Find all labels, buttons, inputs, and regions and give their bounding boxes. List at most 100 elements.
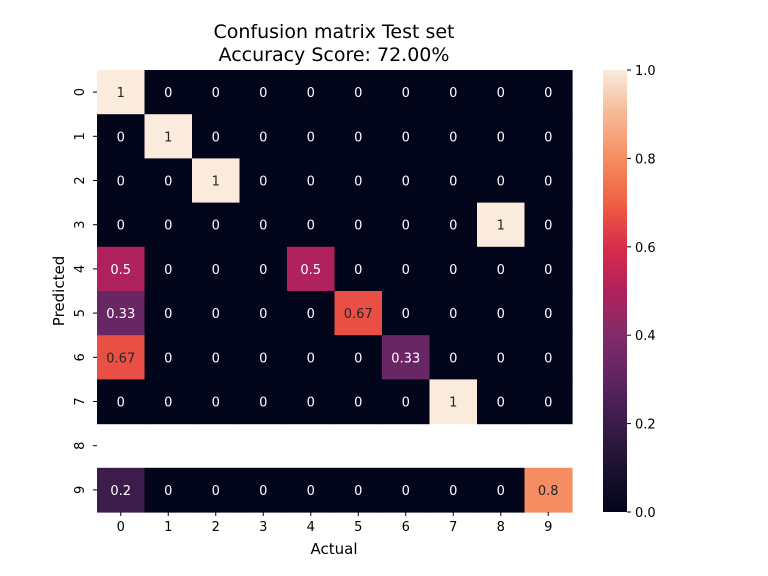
heatmap-cell xyxy=(334,291,383,336)
cell-value-label: 0 xyxy=(544,130,552,145)
cell-value-label: 0 xyxy=(449,307,457,322)
cell-value-label: 0 xyxy=(354,484,362,499)
heatmap-cell xyxy=(524,70,573,115)
cell-value-label: 0 xyxy=(259,263,267,278)
cell-value-label: 0 xyxy=(544,351,552,366)
heatmap-cell xyxy=(144,70,193,115)
cell-value-label: 0 xyxy=(497,351,505,366)
cell-value-label: 0.67 xyxy=(106,351,135,366)
cell-value-label: 0 xyxy=(354,175,362,190)
heatmap-cell xyxy=(239,467,288,513)
y-tick-label: 5 xyxy=(73,309,88,317)
heatmap-cell xyxy=(287,335,336,380)
heatmap-cell xyxy=(287,246,336,292)
cell-value-label: 0 xyxy=(212,484,220,499)
x-tick-label: 8 xyxy=(497,520,505,535)
heatmap-cell xyxy=(477,467,526,513)
heatmap-cell xyxy=(334,379,383,425)
x-tick-label: 7 xyxy=(449,520,457,535)
x-tick-label: 9 xyxy=(544,520,552,535)
y-tick-label: 2 xyxy=(73,176,88,184)
heatmap-cell xyxy=(239,158,288,204)
y-tick-label: 3 xyxy=(73,221,88,229)
cell-value-label: 0 xyxy=(449,219,457,234)
heatmap-cell xyxy=(144,291,193,336)
cell-value-label: 0 xyxy=(354,130,362,145)
heatmap-cell xyxy=(144,379,193,425)
heatmap-cell xyxy=(382,114,431,159)
cell-value-label: 0 xyxy=(164,219,172,234)
heatmap-cell xyxy=(382,467,431,513)
heatmap-cell xyxy=(239,246,288,292)
cell-value-label: 1 xyxy=(117,86,125,101)
heatmap-cell xyxy=(524,379,573,425)
cell-value-label: 0 xyxy=(307,175,315,190)
cell-value-label: 0 xyxy=(497,396,505,411)
heatmap-cell xyxy=(334,335,383,380)
heatmap-cell xyxy=(334,70,383,115)
cell-value-label: 0.8 xyxy=(538,484,559,499)
x-tick-label: 6 xyxy=(402,520,410,535)
heatmap-cell xyxy=(287,158,336,204)
cell-value-label: 0 xyxy=(449,263,457,278)
cell-value-label: 0 xyxy=(449,86,457,101)
cell-value-label: 0.33 xyxy=(391,351,420,366)
heatmap-cell xyxy=(239,70,288,115)
cell-value-label: 0 xyxy=(117,175,125,190)
x-tick-label: 3 xyxy=(259,520,267,535)
chart-title-line-1: Confusion matrix Test set xyxy=(213,21,454,43)
heatmap-cell xyxy=(239,114,288,159)
cell-value-label: 0 xyxy=(497,484,505,499)
heatmap-cell xyxy=(144,114,193,159)
cell-value-label: 0 xyxy=(164,86,172,101)
heatmap-cell xyxy=(382,246,431,292)
heatmap-cell xyxy=(192,70,241,115)
cell-value-label: 0 xyxy=(117,130,125,145)
cell-value-label: 0 xyxy=(544,219,552,234)
cell-value-label: 0 xyxy=(449,484,457,499)
cell-value-label: 1 xyxy=(212,175,220,190)
heatmap-cell xyxy=(429,291,478,336)
y-tick-label: 7 xyxy=(73,397,88,405)
cell-value-label: 0 xyxy=(212,351,220,366)
heatmap-cell xyxy=(287,291,336,336)
heatmap-cell xyxy=(144,467,193,513)
cell-value-label: 0 xyxy=(402,130,410,145)
heatmap-cell xyxy=(334,158,383,204)
y-tick-label: 9 xyxy=(73,486,88,494)
heatmap-cell xyxy=(239,379,288,425)
colorbar-tick-label: 0.4 xyxy=(635,329,656,344)
heatmap-cell xyxy=(382,70,431,115)
heatmap-cell xyxy=(287,202,336,248)
chart-title-line-2: Accuracy Score: 72.00% xyxy=(219,44,450,66)
cell-value-label: 1 xyxy=(497,219,505,234)
cell-value-label: 0 xyxy=(354,86,362,101)
cell-value-label: 0 xyxy=(164,351,172,366)
cell-value-label: 0 xyxy=(259,86,267,101)
heatmap-cell xyxy=(144,202,193,248)
cell-value-label: 0 xyxy=(259,307,267,322)
heatmap-cell xyxy=(334,467,383,513)
y-tick-label: 4 xyxy=(73,265,88,273)
heatmap-cell xyxy=(287,467,336,513)
cell-value-label: 0 xyxy=(497,263,505,278)
heatmap-cell xyxy=(524,335,573,380)
heatmap-cell xyxy=(334,246,383,292)
colorbar-tick-label: 0.6 xyxy=(635,241,656,256)
heatmap-cell xyxy=(192,335,241,380)
y-tick-label: 0 xyxy=(73,88,88,96)
heatmap-cell xyxy=(382,202,431,248)
colorbar xyxy=(603,70,627,512)
cell-value-label: 0 xyxy=(402,219,410,234)
x-axis-ticks: 0 1 2 3 4 5 6 7 8 9 xyxy=(117,512,552,535)
heatmap-cell xyxy=(239,202,288,248)
colorbar-tick-label: 0.2 xyxy=(635,418,656,433)
cell-value-label: 0 xyxy=(402,396,410,411)
cell-value-label: 0 xyxy=(259,396,267,411)
heatmap-cell xyxy=(97,246,146,292)
heatmap-cells: 1 0 0 0 0 0 0 0 0 0 0 1 0 0 0 0 0 0 0 0 0 0 1 0 0 0 0 0 0 0 0 0 0 0 0 0 0 0 1 0… xyxy=(97,70,573,513)
cell-value-label: 0 xyxy=(402,263,410,278)
cell-value-label: 0 xyxy=(212,307,220,322)
cell-value-label: 0 xyxy=(449,130,457,145)
